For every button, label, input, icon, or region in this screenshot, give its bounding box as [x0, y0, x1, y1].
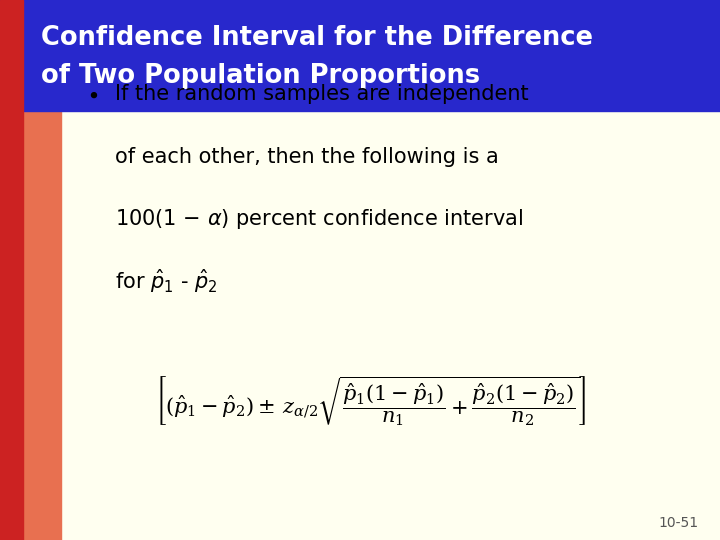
Text: 100(1 $-$ $\alpha$) percent confidence interval: 100(1 $-$ $\alpha$) percent confidence i… [115, 207, 523, 231]
Text: of each other, then the following is a: of each other, then the following is a [115, 146, 499, 167]
Bar [0, 0, 720, 111]
Text: If the random samples are independent: If the random samples are independent [115, 84, 528, 105]
Text: for $\hat{p}_1$ - $\hat{p}_2$: for $\hat{p}_1$ - $\hat{p}_2$ [115, 267, 218, 295]
Text: of Two Population Proportions: of Two Population Proportions [41, 63, 480, 89]
Text: $\left[ \left(\hat{p}_1 - \hat{p}_2\right) \pm\, z_{\alpha/2} \sqrt{\dfrac{\hat{: $\left[ \left(\hat{p}_1 - \hat{p}_2\righ… [155, 375, 587, 429]
Bar [0, 0, 23, 540]
Bar [0, 111, 61, 540]
Text: $\bullet$: $\bullet$ [86, 84, 99, 105]
Text: 10-51: 10-51 [658, 516, 698, 530]
Text: Confidence Interval for the Difference: Confidence Interval for the Difference [41, 25, 593, 51]
